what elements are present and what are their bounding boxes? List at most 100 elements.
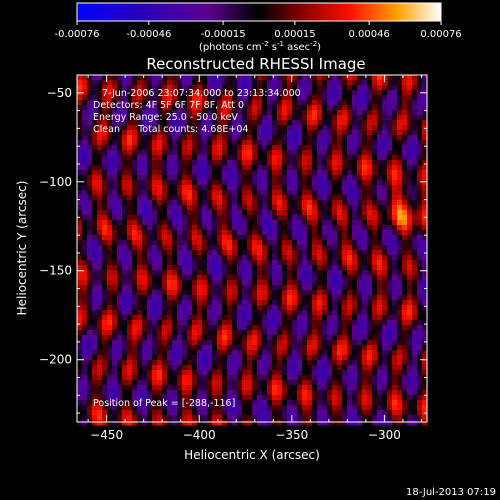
heatmap-cell [127, 200, 133, 206]
heatmap-cell [322, 120, 328, 126]
heatmap-cell [422, 140, 428, 146]
heatmap-cell [217, 175, 223, 181]
heatmap-cell [172, 240, 178, 246]
heatmap-cell [237, 395, 243, 401]
heatmap-cell [82, 295, 88, 301]
heatmap-cell [227, 100, 233, 106]
heatmap-cell [97, 150, 103, 156]
heatmap-cell [92, 90, 98, 96]
heatmap-cell [267, 270, 273, 276]
heatmap-cell [142, 165, 148, 171]
heatmap-cell [262, 235, 268, 241]
heatmap-cell [217, 120, 223, 126]
heatmap-cell [87, 145, 93, 151]
heatmap-cell [262, 275, 268, 281]
heatmap-cell [117, 420, 123, 426]
heatmap-cell [257, 80, 263, 86]
heatmap-cell [232, 210, 238, 216]
heatmap-cell [227, 405, 233, 411]
heatmap-cell [402, 225, 408, 231]
heatmap-cell [382, 245, 388, 251]
heatmap-cell [402, 325, 408, 331]
heatmap-cell [172, 250, 178, 256]
heatmap-cell [157, 305, 163, 311]
heatmap-cell [192, 270, 198, 276]
heatmap-cell [272, 85, 278, 91]
heatmap-cell [157, 130, 163, 136]
heatmap-cell [392, 405, 398, 411]
heatmap-cell [367, 400, 373, 406]
heatmap-cell [412, 250, 418, 256]
heatmap-cell [222, 175, 228, 181]
heatmap-cell [382, 365, 388, 371]
heatmap-cell [252, 145, 258, 151]
heatmap-cell [147, 375, 153, 381]
heatmap-cell [282, 245, 288, 251]
heatmap-cell [142, 375, 148, 381]
heatmap-cell [372, 270, 378, 276]
heatmap-cell [377, 415, 383, 421]
heatmap-cell [82, 180, 88, 186]
heatmap-cell [167, 305, 173, 311]
heatmap-cell [132, 120, 138, 126]
y-tick-label: −100 [39, 175, 72, 189]
heatmap-cell [182, 265, 188, 271]
heatmap-cell [342, 235, 348, 241]
heatmap-cell [267, 155, 273, 161]
heatmap-cell [137, 270, 143, 276]
heatmap-cell [302, 350, 308, 356]
heatmap-cell [272, 395, 278, 401]
heatmap-cell [237, 125, 243, 131]
heatmap-cell [387, 325, 393, 331]
heatmap-cell [322, 140, 328, 146]
heatmap-cell [372, 145, 378, 151]
heatmap-cell [172, 190, 178, 196]
heatmap-cell [312, 245, 318, 251]
heatmap-cell [237, 105, 243, 111]
heatmap-cell [367, 280, 373, 286]
heatmap-cell [217, 260, 223, 266]
heatmap-cell [137, 405, 143, 411]
heatmap-cell [302, 130, 308, 136]
heatmap-cell [397, 305, 403, 311]
heatmap-cell [82, 350, 88, 356]
heatmap-cell [307, 155, 313, 161]
heatmap-cell [327, 400, 333, 406]
heatmap-cell [92, 245, 98, 251]
heatmap-cell [312, 345, 318, 351]
heatmap-cell [187, 90, 193, 96]
heatmap-cell [322, 405, 328, 411]
heatmap-cell [172, 150, 178, 156]
heatmap-cell [387, 315, 393, 321]
heatmap-cell [182, 75, 188, 81]
heatmap-cell [422, 195, 428, 201]
heatmap-cell [102, 335, 108, 341]
heatmap-cell [267, 295, 273, 301]
heatmap-cell [192, 160, 198, 166]
heatmap-cell [292, 105, 298, 111]
heatmap-cell [377, 160, 383, 166]
heatmap-cell [182, 255, 188, 261]
heatmap-cell [387, 205, 393, 211]
heatmap-cell [292, 205, 298, 211]
heatmap-cell [322, 290, 328, 296]
heatmap-cell [382, 410, 388, 416]
heatmap-cell [202, 420, 208, 426]
heatmap-cell [387, 285, 393, 291]
heatmap-cell [407, 205, 413, 211]
heatmap-cell [327, 195, 333, 201]
heatmap-cell [207, 265, 213, 271]
heatmap-cell [117, 400, 123, 406]
heatmap-cell [287, 330, 293, 336]
heatmap-cell [152, 175, 158, 181]
heatmap-cell [282, 80, 288, 86]
heatmap-cell [112, 290, 118, 296]
heatmap-cell [212, 330, 218, 336]
heatmap-cell [257, 245, 263, 251]
heatmap-cell [397, 140, 403, 146]
heatmap-cell [187, 185, 193, 191]
heatmap-cell [307, 200, 313, 206]
heatmap-cell [422, 110, 428, 116]
heatmap-cell [132, 260, 138, 266]
heatmap-cell [102, 405, 108, 411]
